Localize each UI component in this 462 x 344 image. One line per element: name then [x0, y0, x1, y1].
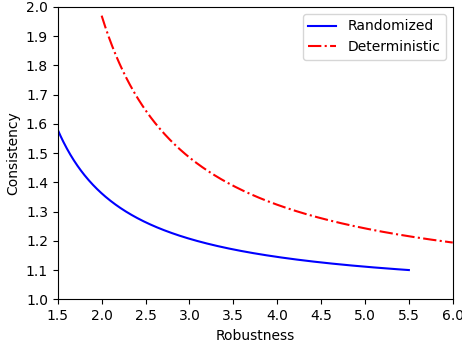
Legend: Randomized, Deterministic: Randomized, Deterministic: [303, 14, 446, 60]
Line: Deterministic: Deterministic: [102, 16, 453, 243]
Deterministic: [308, 213, 313, 217]
Randomized: [224, 246, 230, 250]
Randomized: [343, 263, 348, 267]
Randomized: [398, 267, 403, 271]
Deterministic: [268, 200, 274, 204]
Deterministic: [99, 14, 104, 18]
Line: Randomized: Randomized: [58, 130, 409, 270]
Deterministic: [266, 200, 271, 204]
Deterministic: [289, 207, 294, 212]
X-axis label: Robustness: Robustness: [216, 329, 295, 343]
Deterministic: [442, 239, 447, 244]
Deterministic: [450, 240, 456, 245]
Randomized: [55, 128, 61, 132]
Y-axis label: Consistency: Consistency: [6, 111, 20, 195]
Randomized: [406, 268, 412, 272]
Deterministic: [387, 231, 392, 235]
Randomized: [245, 250, 250, 254]
Randomized: [222, 246, 227, 250]
Randomized: [264, 253, 269, 257]
